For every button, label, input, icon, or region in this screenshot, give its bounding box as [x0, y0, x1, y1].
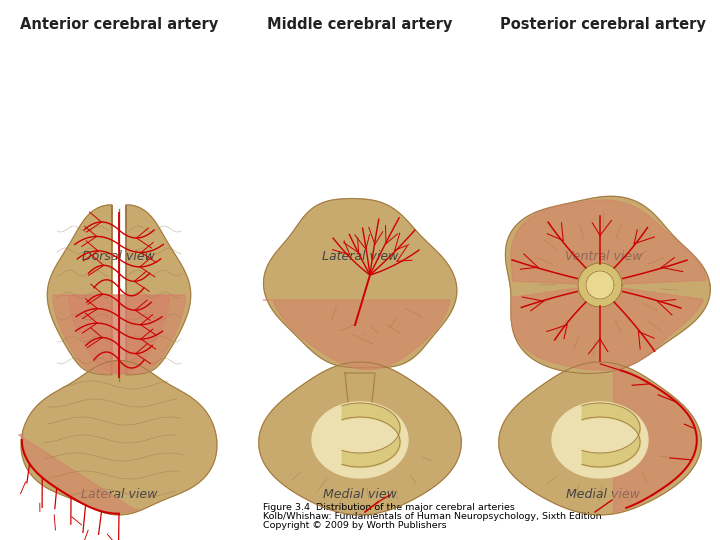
Polygon shape: [21, 360, 217, 515]
Text: Middle cerebral artery: Middle cerebral artery: [267, 17, 453, 32]
Polygon shape: [18, 435, 139, 513]
Polygon shape: [48, 205, 112, 375]
Text: Posterior cerebral artery: Posterior cerebral artery: [500, 17, 706, 32]
Polygon shape: [258, 362, 462, 515]
Text: Medial view: Medial view: [567, 488, 640, 501]
Polygon shape: [126, 205, 191, 375]
Polygon shape: [53, 295, 169, 374]
Polygon shape: [263, 300, 450, 369]
Polygon shape: [68, 295, 185, 374]
Text: Kolb/Whishaw: Fundamentals of Human Neuropsychology, Sixth Edition: Kolb/Whishaw: Fundamentals of Human Neur…: [263, 512, 601, 521]
Polygon shape: [264, 199, 456, 368]
Text: Ventral view: Ventral view: [564, 250, 642, 263]
Polygon shape: [499, 362, 701, 515]
Text: Medial view: Medial view: [323, 488, 397, 501]
Polygon shape: [552, 402, 648, 478]
Polygon shape: [613, 366, 698, 514]
Polygon shape: [505, 197, 710, 374]
Polygon shape: [347, 403, 373, 413]
Polygon shape: [578, 263, 622, 307]
Text: Lateral view: Lateral view: [81, 488, 157, 501]
Polygon shape: [312, 402, 408, 478]
Polygon shape: [511, 200, 706, 285]
Text: Dorsal view: Dorsal view: [82, 250, 156, 263]
Polygon shape: [345, 373, 375, 403]
Text: Anterior cerebral artery: Anterior cerebral artery: [19, 17, 218, 32]
Text: Figure 3.4  Distribution of the major cerebral arteries: Figure 3.4 Distribution of the major cer…: [263, 503, 515, 512]
Text: Copyright © 2009 by Worth Publishers: Copyright © 2009 by Worth Publishers: [263, 522, 446, 530]
Polygon shape: [511, 285, 703, 370]
Text: Lateral view: Lateral view: [322, 250, 398, 263]
Polygon shape: [586, 271, 614, 299]
